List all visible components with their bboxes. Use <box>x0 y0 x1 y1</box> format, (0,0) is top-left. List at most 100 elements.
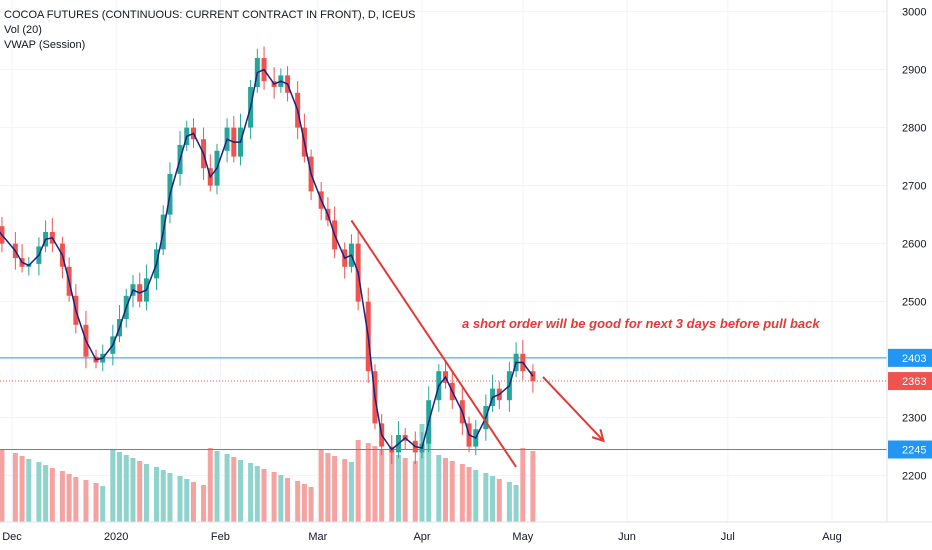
volume-bar <box>26 459 32 522</box>
time-tick-label: Aug <box>822 531 842 543</box>
volume-bar <box>412 461 418 522</box>
volume-bar <box>530 451 536 522</box>
projection-arrow-head <box>591 428 605 443</box>
volume-bar <box>473 470 479 522</box>
volume-bar <box>201 485 207 522</box>
volume-bar <box>207 448 213 522</box>
volume-bar <box>93 483 99 522</box>
drawings <box>350 219 605 468</box>
volume-bar <box>59 471 65 522</box>
vwap-indicator-label[interactable]: VWAP (Session) <box>4 39 86 51</box>
volume-bar <box>83 480 89 522</box>
volume-bar <box>459 464 465 522</box>
volume-bar <box>365 443 371 522</box>
volume-bar <box>177 476 183 522</box>
volume-bar <box>520 448 526 522</box>
volume-bar <box>490 476 496 522</box>
volume-bar <box>100 486 106 522</box>
volume-bar <box>66 474 72 522</box>
support-label: 2245 <box>902 445 926 457</box>
trend-line <box>350 219 517 468</box>
volume-bar <box>395 455 401 522</box>
volume-bar <box>271 472 277 522</box>
time-tick-label: Feb <box>211 531 230 543</box>
candlesticks <box>0 46 536 464</box>
volume-bar <box>443 458 449 522</box>
projection-arrow-shaft <box>542 376 605 442</box>
volume-bar <box>301 484 307 522</box>
volume-bar <box>167 473 173 522</box>
volume-bar <box>117 452 123 522</box>
resistance-label-bg <box>888 348 932 367</box>
volume-bar <box>248 463 254 522</box>
time-tick-label: Dec <box>2 531 22 543</box>
volume-bar <box>402 458 408 522</box>
chart-grid <box>0 0 887 522</box>
volume-bar <box>154 467 160 522</box>
volume-bar <box>214 451 220 522</box>
price-tick-label: 2200 <box>902 471 926 483</box>
volume-bar <box>372 446 378 522</box>
vwap-path <box>0 68 534 451</box>
volume-indicator-label[interactable]: Vol (20) <box>4 24 42 36</box>
volume-bar <box>184 479 190 522</box>
volume-bar <box>231 457 237 522</box>
volume-bar <box>261 469 267 522</box>
support-label-bg <box>888 440 932 459</box>
volume-bar <box>254 466 260 522</box>
volume-bar <box>123 455 129 522</box>
price-tick-label: 2600 <box>902 239 926 251</box>
time-axis[interactable]: Dec 2020 Feb Mar Apr May Jun Jul Aug <box>2 531 842 543</box>
volume-bar <box>19 456 25 522</box>
volume-bar <box>506 482 512 522</box>
volume-bar <box>137 461 143 522</box>
volume-bar <box>449 461 455 522</box>
resistance-label: 2403 <box>902 353 926 365</box>
volume-bar <box>238 460 244 522</box>
volume-bar <box>513 485 519 522</box>
volume-bar <box>426 427 432 522</box>
volume-bar <box>295 481 301 522</box>
time-tick-label: 2020 <box>104 531 128 543</box>
volume-bar <box>110 449 116 522</box>
volume-bar <box>73 477 79 522</box>
volume-bar <box>224 454 230 522</box>
time-tick-label: Mar <box>308 531 327 543</box>
volume-bar <box>130 458 136 522</box>
volume-bar <box>143 464 149 522</box>
volume-bar <box>318 450 324 522</box>
volume-bar <box>285 478 291 522</box>
volume-bar <box>190 482 196 522</box>
price-tick-label: 3000 <box>902 7 926 19</box>
last-price-label-bg <box>888 372 932 391</box>
volume-bar <box>466 467 472 522</box>
price-tick-label: 2900 <box>902 65 926 77</box>
volume-bar <box>36 462 42 522</box>
price-tick-label: 2300 <box>902 413 926 425</box>
volume-bar <box>379 449 385 522</box>
volume-bar <box>49 468 55 522</box>
volume-bar <box>419 424 425 522</box>
chart-legend: COCOA FUTURES (CONTINUOUS: CURRENT CONTR… <box>4 8 416 53</box>
volume-bar <box>496 479 502 522</box>
volume-bar <box>0 450 5 522</box>
price-axis[interactable]: 2200230024002500260027002800290030002403… <box>888 7 932 483</box>
vwap-line <box>0 68 534 451</box>
volume-bar <box>325 453 331 522</box>
time-tick-label: Apr <box>413 531 430 543</box>
volume-bar <box>389 452 395 522</box>
volume-bar <box>308 487 314 522</box>
volume-bar <box>278 475 284 522</box>
volume-bar <box>160 470 166 522</box>
volume-bar <box>436 455 442 522</box>
symbol-title[interactable]: COCOA FUTURES (CONTINUOUS: CURRENT CONTR… <box>4 9 416 21</box>
price-tick-label: 2500 <box>902 297 926 309</box>
volume-bar <box>43 465 49 522</box>
annotation-text: a short order will be good for next 3 da… <box>462 316 820 331</box>
volume-bars <box>0 424 536 522</box>
last-price-label: 2363 <box>902 376 926 388</box>
volume-bar <box>348 462 354 522</box>
volume-bar <box>342 459 348 522</box>
volume-bar <box>483 473 489 522</box>
